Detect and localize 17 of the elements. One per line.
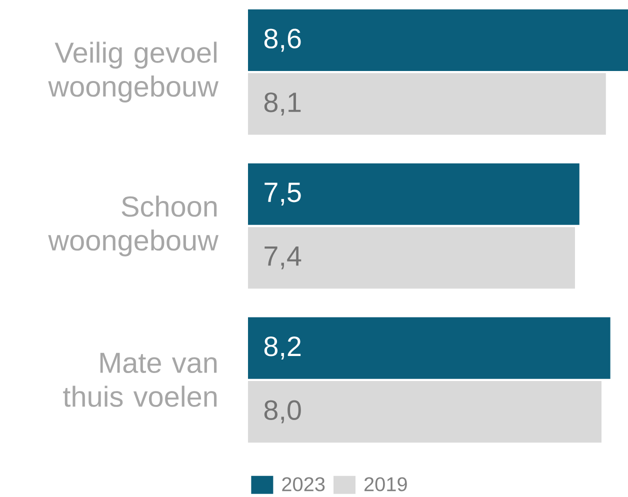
data-label: 7,5 [264,182,301,206]
data-label: 8,6 [264,28,301,52]
bar [248,380,602,443]
bar [248,227,575,289]
data-label: 7,4 [264,246,302,270]
data-label: 8,1 [264,92,301,116]
data-label: 8,2 [264,336,301,360]
y-tick-label: Veilig gevoel woongebouw [48,42,219,102]
legend-label: 2019 [364,477,407,492]
bar [248,163,580,225]
data-label: 8,0 [264,400,301,424]
bar [248,73,606,135]
y-tick-label: Schoon woongebouw [48,196,219,256]
bar [248,317,610,379]
bar [248,9,628,72]
legend-label: 2023 [282,477,325,492]
y-tick-label: Mate van thuis voelen [63,352,217,407]
